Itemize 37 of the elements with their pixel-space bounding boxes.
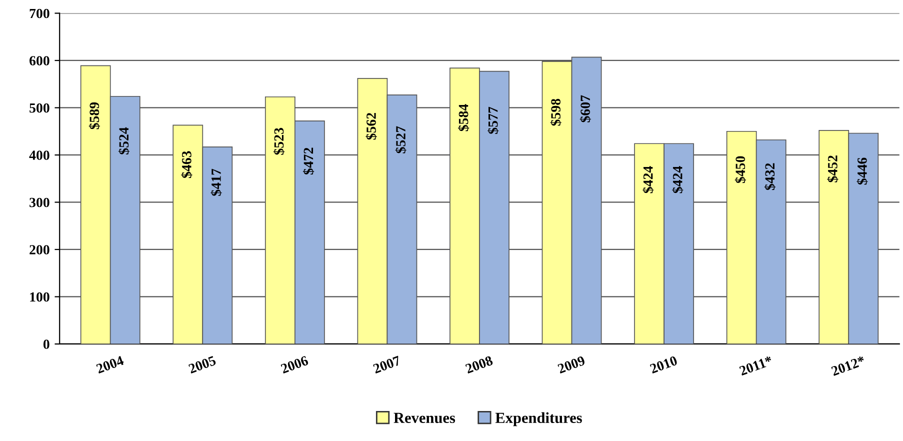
x-tick-label: 2006 <box>280 356 309 374</box>
legend-label: Expenditures <box>495 412 582 426</box>
data-label: $607 <box>580 95 591 122</box>
data-label: $450 <box>734 156 746 184</box>
y-tick-label: 500 <box>30 103 50 113</box>
y-tick-label: 0 <box>43 340 50 349</box>
data-label: $524 <box>118 127 130 154</box>
data-label: $527 <box>395 126 406 154</box>
x-tick-label: 2009 <box>557 356 586 374</box>
x-tick-label: 2007 <box>372 356 402 374</box>
y-tick-label: 200 <box>30 245 50 254</box>
x-tick-label: 2004 <box>96 356 124 374</box>
data-label: $446 <box>856 158 868 185</box>
x-tick-label: 2010 <box>650 356 678 374</box>
y-tick-label: 300 <box>30 198 50 208</box>
data-label: $452 <box>827 156 838 182</box>
data-label: $584 <box>458 104 470 132</box>
data-label: $589 <box>88 102 100 130</box>
y-tick-label: 100 <box>30 292 50 302</box>
x-tick-label: 2012* <box>830 356 866 376</box>
data-label: $432 <box>764 163 776 190</box>
data-label: $562 <box>366 112 377 140</box>
data-label: $417 <box>210 168 222 196</box>
data-label: $523 <box>273 128 285 155</box>
data-label: $598 <box>550 98 562 126</box>
data-label: $424 <box>672 166 684 194</box>
x-tick-label: 2011* <box>738 356 773 376</box>
data-label: $424 <box>642 166 654 194</box>
x-tick-label: 2005 <box>188 356 216 374</box>
data-label: $472 <box>302 148 314 174</box>
data-label: $463 <box>181 151 192 178</box>
y-tick-label: 400 <box>29 150 50 160</box>
x-tick-label: 2008 <box>464 356 494 374</box>
data-label: $577 <box>488 106 499 134</box>
y-tick-label: 600 <box>30 56 50 66</box>
legend-label: Revenues <box>394 412 456 424</box>
y-tick-label: 700 <box>30 8 50 18</box>
